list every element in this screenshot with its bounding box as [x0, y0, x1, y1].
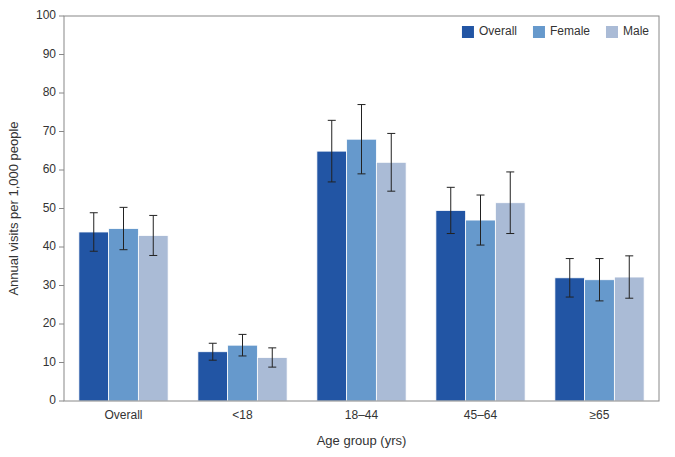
y-tick: [59, 93, 64, 94]
legend-label: Female: [550, 24, 590, 38]
plot-area: [79, 105, 644, 401]
y-tick: [59, 16, 64, 17]
y-tick-label: 50: [43, 201, 57, 215]
chart-svg: 0 10 20 30 40 50 60 70 80 90 100 Overall <18 18–44 45–…: [0, 0, 675, 457]
error-bar: [387, 133, 395, 191]
y-tick-label: 40: [43, 239, 57, 253]
legend-item: Female: [533, 24, 590, 38]
error-bar: [596, 259, 604, 301]
error-bar: [209, 343, 217, 360]
legend-item: Overall: [462, 24, 517, 38]
y-tick-label: 10: [43, 355, 57, 369]
error-bar: [625, 256, 633, 298]
y-tick: [59, 170, 64, 171]
x-tick-label: Overall: [104, 408, 142, 422]
bar: [376, 162, 406, 401]
y-tick-label: 20: [43, 316, 57, 330]
x-tick-label: <18: [232, 408, 253, 422]
y-tick: [59, 324, 64, 325]
legend-item: Male: [606, 24, 649, 38]
legend-swatch: [533, 26, 545, 38]
y-tick: [59, 54, 64, 55]
y-tick: [59, 208, 64, 209]
error-bar: [506, 172, 514, 234]
bar: [79, 232, 109, 401]
error-bar: [149, 215, 157, 255]
legend: Overall Female Male: [462, 24, 649, 38]
legend-label: Overall: [479, 24, 517, 38]
y-tick-label: 100: [36, 8, 56, 22]
error-bar: [328, 120, 336, 182]
y-tick: [59, 131, 64, 132]
x-tick-label: ≥65: [590, 408, 610, 422]
y-tick-label: 90: [43, 47, 57, 61]
bar-series: [138, 133, 644, 401]
bar: [436, 210, 466, 401]
bar: [138, 235, 168, 401]
x-tick-label: 45–64: [464, 408, 498, 422]
y-axis: 0 10 20 30 40 50 60 70 80 90 100: [36, 8, 64, 407]
bar-series: [109, 105, 615, 401]
y-tick-label: 30: [43, 278, 57, 292]
x-tick-label: 18–44: [345, 408, 379, 422]
error-bar: [268, 348, 276, 367]
y-tick-label: 80: [43, 85, 57, 99]
y-axis-label: Annual visits per 1,000 people: [6, 121, 21, 295]
error-bar: [477, 195, 485, 245]
error-bar: [358, 105, 366, 174]
bar: [347, 139, 377, 401]
bar: [466, 220, 496, 401]
y-tick-label: 60: [43, 162, 57, 176]
y-tick: [59, 401, 64, 402]
bar-series: [79, 120, 585, 401]
y-tick-label: 70: [43, 124, 57, 138]
y-tick: [59, 285, 64, 286]
plot-frame: [64, 16, 659, 401]
error-bar: [90, 213, 98, 252]
y-tick-label: 0: [49, 393, 56, 407]
x-axis: Overall <18 18–44 45–64 ≥65: [104, 408, 609, 422]
y-tick: [59, 362, 64, 363]
error-bar: [239, 334, 247, 356]
error-bar: [566, 259, 574, 298]
x-axis-label: Age group (yrs): [317, 433, 407, 448]
y-tick: [59, 247, 64, 248]
bar: [109, 229, 139, 401]
error-bar: [447, 187, 455, 233]
legend-label: Male: [623, 24, 649, 38]
chart-container: 0 10 20 30 40 50 60 70 80 90 100 Overall <18 18–44 45–…: [0, 0, 675, 457]
error-bar: [120, 207, 128, 249]
legend-swatch: [462, 26, 474, 38]
bar: [317, 151, 347, 401]
legend-swatch: [606, 26, 618, 38]
